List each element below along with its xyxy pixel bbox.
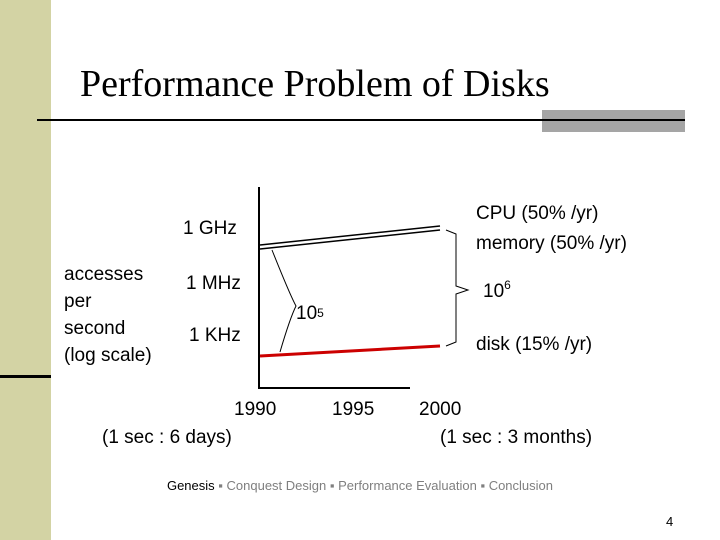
y-axis-label: accesses per second (log scale) [64,261,152,369]
breadcrumb-current: Genesis [166,478,215,493]
title-underline [37,119,685,121]
y-axis-label-line: accesses [64,264,144,285]
gap-2000-base: 10 [483,281,505,302]
gap-1990-label: 105 [296,303,324,326]
gap-2000-label: 106 [483,278,511,304]
x-tick-1990: 1990 [234,399,277,420]
legend-disk: disk (15% /yr) [476,334,593,355]
page-number: 4 [666,514,674,529]
x-tick-1995: 1995 [332,399,375,420]
breadcrumb-separator: ▪ [326,478,339,493]
memory-line [259,229,441,250]
gap-1990-base: 10 [296,303,318,324]
breadcrumb-item: Performance Evaluation [338,478,477,493]
x-note-1990: (1 sec : 6 days) [102,427,232,448]
legend-cpu: CPU (50% /yr) [476,203,599,224]
breadcrumb-separator: ▪ [476,478,489,493]
y-tick-khz: 1 KHz [189,325,241,346]
disk-line [259,344,441,358]
breadcrumb-separator: ▪ [214,478,227,493]
cpu-line [259,225,441,246]
sidebar-rule [0,375,51,378]
y-axis-label-line: per [64,291,92,312]
breadcrumb-item: Conclusion [488,478,554,493]
slide-title: Performance Problem of Disks [80,63,550,105]
gap-1990-brace [271,249,297,353]
y-tick-ghz: 1 GHz [183,218,237,239]
gap-2000-brace [445,229,470,347]
y-axis-label-line: second [64,318,126,339]
legend-memory: memory (50% /yr) [476,233,627,254]
y-axis-label-line: (log scale) [64,345,152,366]
x-tick-2000: 2000 [419,399,462,420]
section-breadcrumb: Genesis ▪ Conquest Design ▪ Performance … [0,478,720,493]
gap-2000-exponent: 6 [504,278,511,292]
x-note-2000: (1 sec : 3 months) [440,427,593,448]
breadcrumb-item: Conquest Design [226,478,327,493]
y-tick-mhz: 1 MHz [186,273,241,294]
title-accent-bar [542,110,685,132]
gap-1990-exponent: 5 [317,306,324,320]
title-accent-line [542,119,685,121]
sidebar-stripe [0,0,51,540]
